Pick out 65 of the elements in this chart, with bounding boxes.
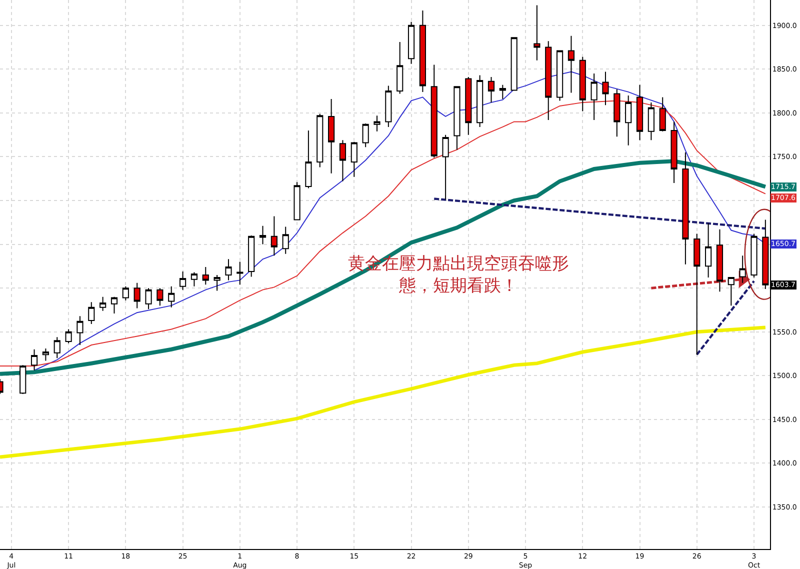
candlestick xyxy=(100,296,106,312)
candlestick xyxy=(602,71,609,106)
candlestick xyxy=(694,233,700,356)
line-series xyxy=(0,326,768,459)
candlestick xyxy=(202,266,209,286)
candlestick xyxy=(190,272,198,287)
candlestick xyxy=(682,152,689,265)
candlestick xyxy=(270,216,278,256)
candlestick xyxy=(54,336,60,359)
candlestick xyxy=(134,282,140,309)
candlestick xyxy=(225,258,232,281)
candlestick xyxy=(430,64,438,158)
candlestick xyxy=(30,348,38,371)
candlestick xyxy=(214,274,220,292)
candlestick xyxy=(534,4,540,61)
candlestick xyxy=(705,222,712,278)
candlestick xyxy=(648,102,654,141)
candlestick xyxy=(476,74,484,128)
candlestick xyxy=(750,233,758,278)
candlestick xyxy=(316,113,324,168)
candlestick xyxy=(408,21,415,64)
candlestick xyxy=(659,96,666,132)
candlestick xyxy=(442,134,449,200)
candlestick xyxy=(636,84,644,141)
candlestick xyxy=(396,42,404,94)
candlestick xyxy=(614,88,620,138)
candlestick xyxy=(350,141,358,178)
candlestick xyxy=(179,270,186,290)
candlestick xyxy=(670,121,678,184)
candlestick xyxy=(625,94,632,146)
candlestick xyxy=(465,76,472,136)
candlestick xyxy=(88,302,95,324)
candlestick xyxy=(76,316,84,346)
candlestick xyxy=(374,115,380,132)
candlestick xyxy=(419,10,426,92)
candlestick xyxy=(385,85,392,128)
candlestick xyxy=(590,73,598,120)
candlestick xyxy=(545,40,552,120)
candlestick xyxy=(568,35,575,94)
candlestick xyxy=(454,86,460,150)
candlestick xyxy=(499,84,506,100)
candlestick xyxy=(339,140,346,182)
candlestick xyxy=(488,76,495,103)
candlestick xyxy=(716,228,724,292)
candlestick xyxy=(248,235,255,278)
candlestick xyxy=(145,288,152,310)
candlestick xyxy=(156,288,164,306)
candlestick xyxy=(579,56,586,112)
candlestick xyxy=(110,296,118,314)
candlestick xyxy=(282,226,289,254)
candlestick xyxy=(294,182,300,220)
candlestick xyxy=(236,261,244,286)
candlestick xyxy=(728,277,734,306)
candlestick xyxy=(42,348,49,362)
candlestick xyxy=(510,37,518,91)
candlestick xyxy=(122,286,129,301)
line-series xyxy=(0,159,768,376)
candlestick xyxy=(259,225,266,245)
candlestick xyxy=(65,328,72,344)
candlestick xyxy=(168,286,175,308)
candlestick xyxy=(328,98,335,174)
candlestick xyxy=(20,364,26,395)
candlestick xyxy=(362,122,369,148)
candlestick xyxy=(556,50,564,102)
candlestick xyxy=(305,130,312,189)
